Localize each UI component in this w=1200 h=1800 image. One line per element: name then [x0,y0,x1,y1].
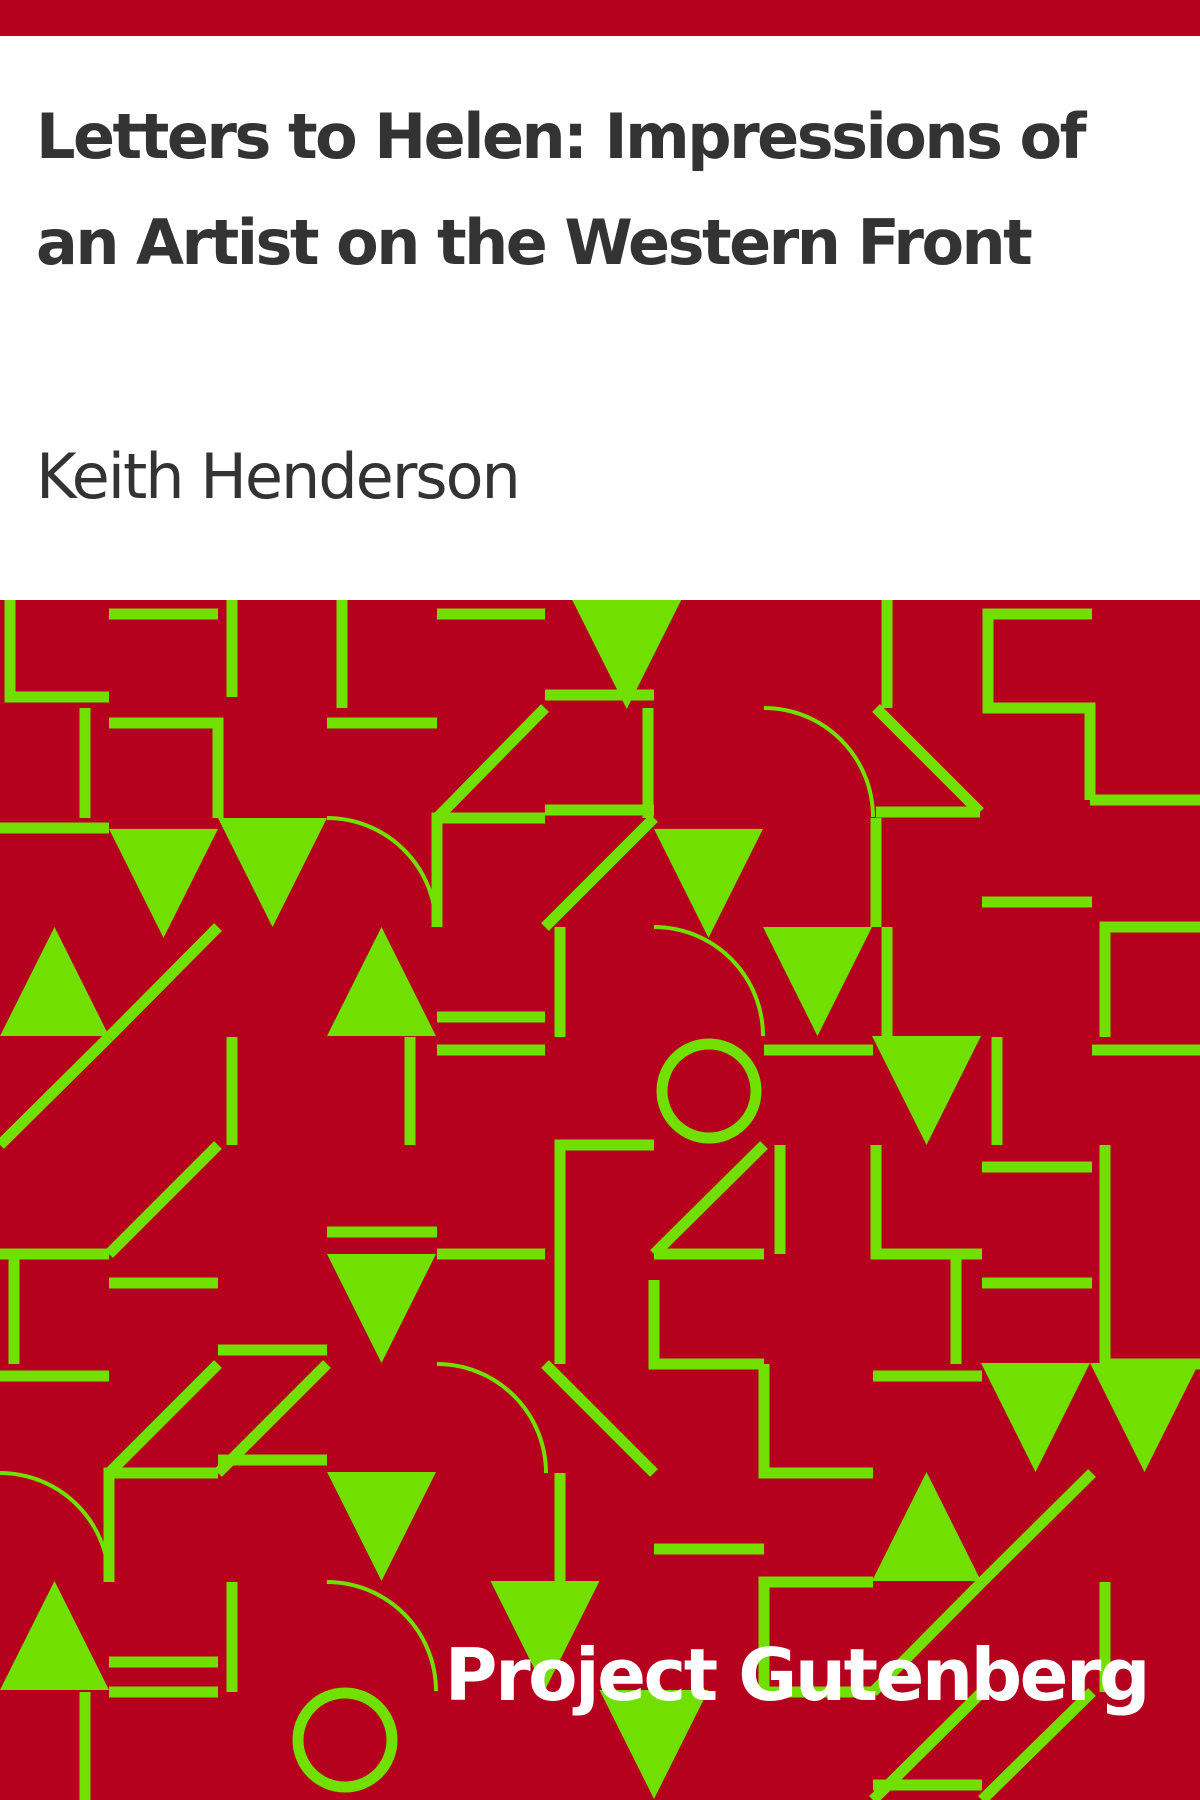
pattern-line [433,704,549,822]
pattern-corner [554,1139,654,1254]
pattern-triangle-down [218,818,327,927]
pattern-corner [109,717,224,818]
pattern-triangle-up [872,1472,981,1581]
pattern-background [0,600,1200,1800]
pattern-circle [656,1038,762,1144]
pattern-corner [982,608,1096,800]
pattern-line [541,814,658,931]
pattern-line [978,1688,1096,1800]
geometric-pattern [0,600,1200,1800]
pattern-corner [758,1364,873,1479]
pattern-corner [1099,921,1200,1037]
pattern-triangle-down [109,828,218,938]
pattern-line [105,1141,222,1258]
pattern-line [650,1141,768,1258]
book-title: Letters to Helen: Impressions of an Arti… [36,100,1087,279]
pattern-corner [870,1145,982,1260]
pattern-triangle-up [0,1581,109,1690]
pattern-line [869,1578,986,1696]
pattern-triangle-down [327,1254,436,1363]
pattern-triangle-up [327,927,436,1036]
book-author: Keith Henderson [36,440,521,513]
pattern-triangle-down [654,828,763,938]
pattern-line [541,1360,658,1477]
pattern-corner [758,1576,873,1698]
pattern-triangle-down [763,927,872,1036]
pattern-corner [103,1467,218,1582]
pattern-line [0,1033,113,1149]
pattern-line [105,1360,222,1477]
pattern-line [105,923,222,1041]
pattern-corner [648,1280,764,1370]
pattern-triangle-up [0,927,109,1036]
pattern-triangle-down [490,1581,600,1690]
pattern-triangle-down [599,1690,709,1799]
pattern-line [869,1688,986,1800]
pattern-triangle-down [1090,1363,1199,1472]
pattern-triangle-down [572,600,682,709]
top-color-band [0,0,1200,36]
pattern-arc [653,925,765,1037]
pattern-triangle-down [327,1472,436,1581]
pattern-arc [326,1580,438,1692]
project-gutenberg-logo: Project Gutenberg [444,1633,1151,1717]
pattern-arc [436,1362,548,1474]
pattern-circle [292,1687,398,1793]
pattern-line [872,704,984,816]
pattern-corner [4,600,109,703]
pattern-triangle-down [872,1036,981,1145]
pattern-line [978,1469,1096,1586]
pattern-corner [431,812,545,927]
pattern-arc [763,706,875,818]
pattern-shapes [0,600,1200,1800]
pattern-triangle-down [981,1363,1090,1472]
